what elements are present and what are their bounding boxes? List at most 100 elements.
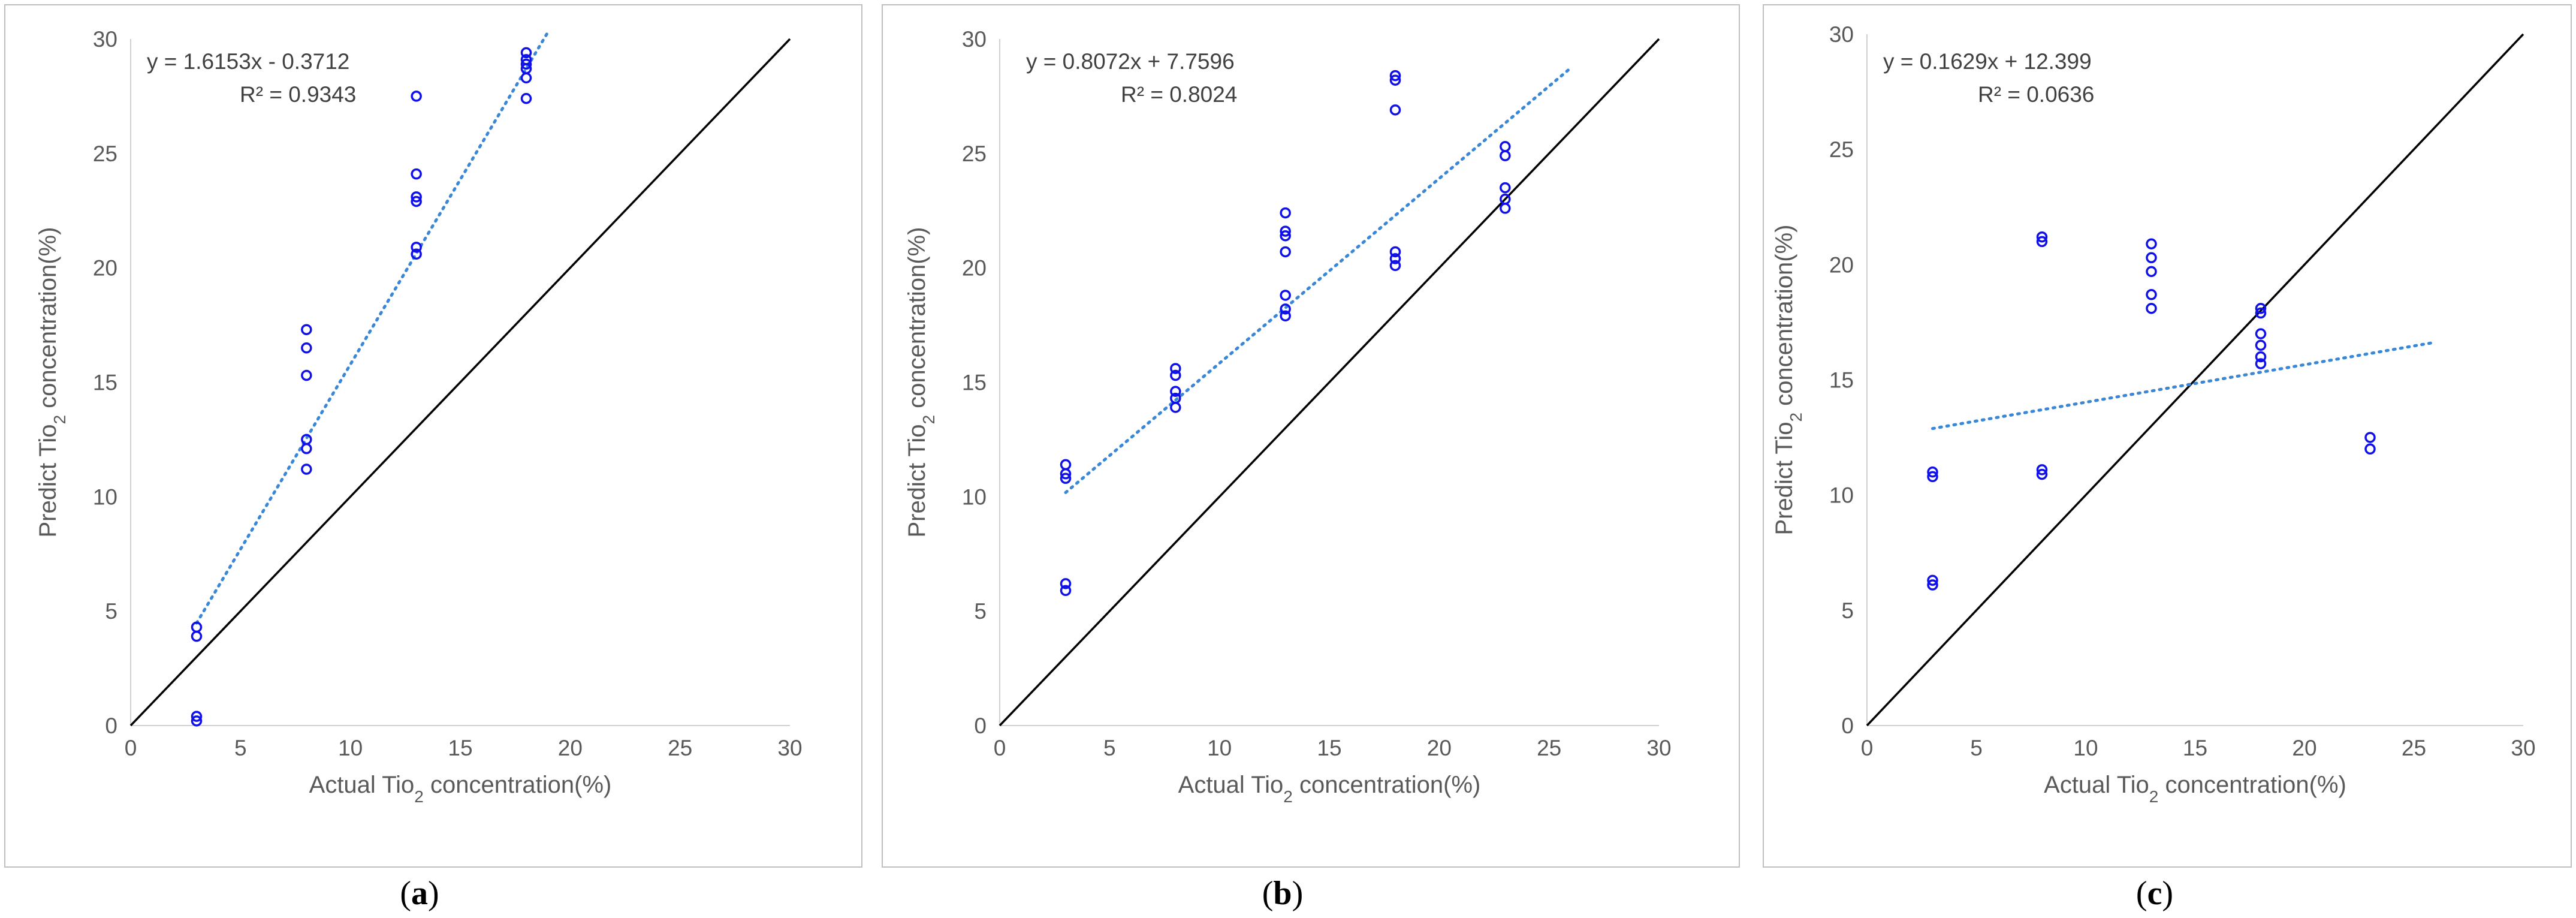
data-point [1389, 246, 1401, 258]
data-point [2146, 238, 2157, 249]
y-tick-label: 5 [1841, 598, 1854, 623]
y-axis-label: Predict Tio2 concentration(%) [1771, 224, 1805, 535]
data-point [1927, 579, 1938, 591]
data-point [1389, 70, 1401, 82]
data-point [1060, 578, 1072, 589]
data-point [2364, 443, 2376, 455]
data-point [2146, 252, 2157, 264]
chart-panel-c: 0 5 10 15 20 25 30 0 5 10 15 20 25 30 Actual Tio2 conc… [1763, 4, 2572, 912]
data-point [520, 92, 532, 104]
x-tick-label: 25 [668, 736, 692, 760]
data-point [1927, 574, 1938, 586]
data-point [1500, 150, 1511, 161]
data-point [1500, 182, 1511, 194]
y-tick-label: 15 [93, 371, 117, 395]
x-tick-label: 30 [777, 736, 802, 760]
y-tick-label: 0 [105, 714, 117, 738]
x-tick-label: 5 [1970, 736, 1983, 760]
data-point [1280, 207, 1291, 219]
x-tick-label: 0 [125, 736, 137, 760]
data-point [2255, 307, 2267, 319]
data-point [191, 621, 203, 633]
x-tick-label: 20 [558, 736, 583, 760]
data-point [301, 443, 312, 455]
data-point [2146, 303, 2157, 314]
data-point [301, 434, 312, 446]
data-point [1280, 310, 1291, 322]
y-tick-label: 20 [93, 256, 117, 281]
data-point [1060, 459, 1072, 471]
chart-panel-b: 0 5 10 15 20 25 30 0 5 10 15 20 25 30 Actual Tio2 conc… [882, 4, 1740, 912]
data-point [301, 342, 312, 354]
x-tick-label: 15 [2183, 736, 2207, 760]
y-tick-label: 0 [974, 714, 987, 738]
data-point [1060, 585, 1072, 597]
data-point [191, 711, 203, 722]
x-tick-label: 0 [994, 736, 1006, 760]
data-point [1280, 303, 1291, 315]
data-point [2146, 289, 2157, 300]
x-tick-label: 15 [1317, 736, 1341, 760]
data-point [1389, 104, 1401, 116]
data-point [411, 242, 422, 253]
data-point [1280, 290, 1291, 301]
chart-frame [882, 4, 1740, 868]
y-tick-label: 30 [93, 27, 117, 52]
data-point [520, 58, 532, 70]
x-tick-label: 15 [448, 736, 472, 760]
data-point [2255, 328, 2267, 339]
x-tick-label: 30 [1646, 736, 1671, 760]
x-tick-label: 20 [2292, 736, 2316, 760]
data-point [2036, 231, 2048, 243]
panel-label: (a) [400, 875, 439, 912]
r-squared-label: R² = 0.9343 [240, 82, 356, 107]
y-tick-label: 25 [962, 142, 987, 166]
data-point [411, 91, 422, 102]
data-point [2255, 358, 2267, 369]
data-point [1060, 472, 1072, 484]
data-point [191, 630, 203, 642]
x-tick-label: 10 [2073, 736, 2098, 760]
identity-line [129, 38, 791, 727]
y-axis-label: Predict Tio2 concentration(%) [35, 227, 69, 537]
x-tick-label: 25 [1537, 736, 1561, 760]
x-tick-label: 25 [2402, 736, 2426, 760]
trendline [1931, 341, 2438, 431]
r-squared-label: R² = 0.0636 [1978, 82, 2094, 107]
y-tick-label: 20 [962, 256, 987, 281]
data-point [1170, 386, 1181, 398]
x-tick-label: 5 [234, 736, 247, 760]
data-point [2036, 468, 2048, 480]
data-point [1170, 369, 1181, 381]
x-axis-label: Actual Tio2 concentration(%) [309, 772, 612, 806]
trendline-equation: y = 0.1629x + 12.399 [1883, 49, 2092, 74]
data-point [2255, 351, 2267, 363]
data-point [520, 54, 532, 65]
panel-label: (c) [2136, 875, 2173, 912]
chart-frame [1763, 4, 2572, 868]
data-point [411, 248, 422, 260]
data-point [1389, 74, 1401, 86]
data-point [1927, 466, 1938, 478]
x-tick-label: 20 [1427, 736, 1452, 760]
data-point [1170, 402, 1181, 413]
y-tick-label: 15 [1829, 368, 1854, 393]
panel-label: (b) [1262, 875, 1303, 912]
data-point [2364, 432, 2376, 443]
data-point [1280, 225, 1291, 237]
data-point [520, 47, 532, 59]
data-point [2255, 303, 2267, 314]
y-tick-label: 10 [962, 484, 987, 509]
y-tick-label: 15 [962, 371, 987, 395]
trendline [195, 30, 550, 625]
x-axis-label: Actual Tio2 concentration(%) [2044, 772, 2346, 806]
trendline [1064, 66, 1573, 494]
y-tick-label: 10 [1829, 483, 1854, 508]
data-point [1280, 230, 1291, 242]
y-tick-label: 20 [1829, 252, 1854, 277]
data-point [411, 168, 422, 180]
data-point [191, 715, 203, 727]
data-point [1500, 141, 1511, 152]
trendline-equation: y = 0.8072x + 7.7596 [1026, 49, 1235, 74]
